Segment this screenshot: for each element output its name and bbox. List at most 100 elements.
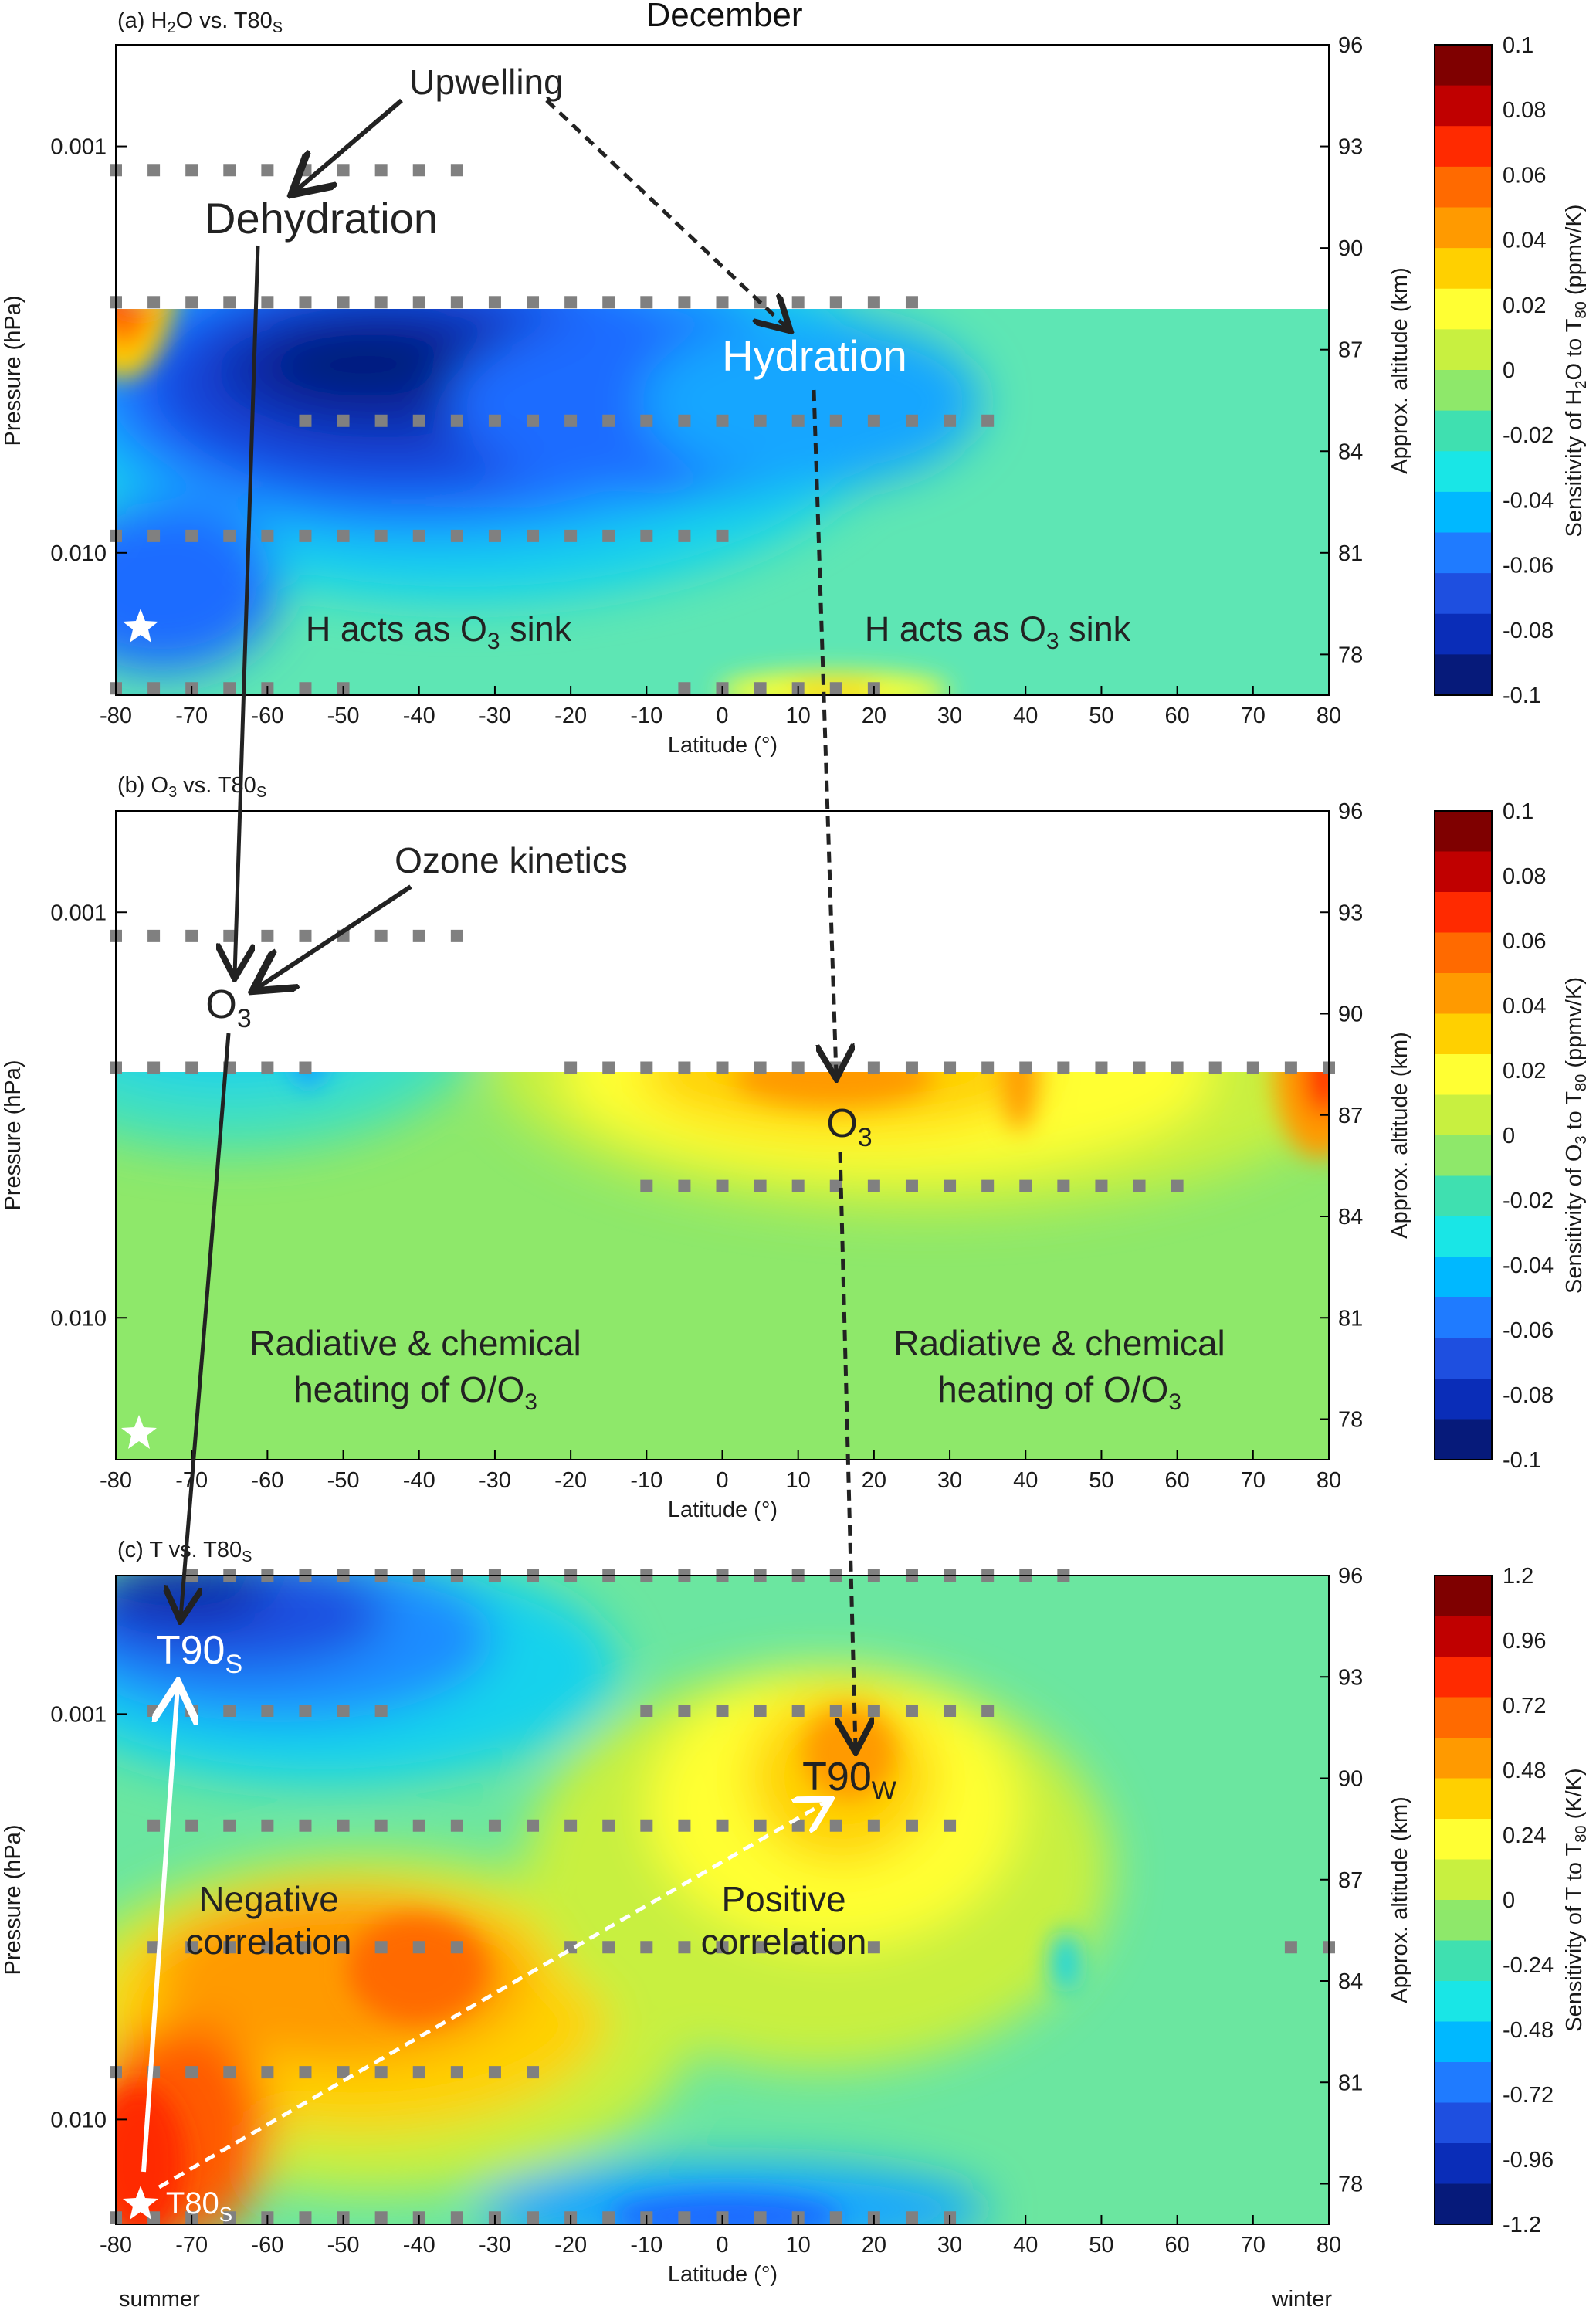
y-tick-label: 0.010 [50, 1306, 107, 1331]
significance-dot [829, 1705, 842, 1717]
significance-dot [261, 929, 274, 942]
significance-dot [147, 529, 161, 542]
significance-dot [1284, 1061, 1297, 1074]
significance-dot [867, 1179, 880, 1192]
x-tick-label: 10 [786, 1468, 811, 1493]
significance-dot [223, 2066, 236, 2079]
colorbar-tick-label: 0.48 [1503, 1759, 1546, 1783]
significance-dot [640, 1819, 653, 1832]
x-tick-label: 60 [1164, 2233, 1189, 2257]
panel-c-ylabel: Pressure (hPa) [1, 1824, 25, 1975]
significance-dot [716, 296, 729, 309]
panel-a: (a) H2O vs. T80S [1, 8, 1590, 758]
significance-dot [374, 1705, 388, 1717]
significance-dot [905, 1179, 918, 1192]
colorbar-tick-label: -0.06 [1503, 1318, 1554, 1343]
x-tick-label: -80 [100, 1468, 132, 1493]
annotation-o3-right: O3 [826, 1101, 872, 1152]
colorbar-swatch [1435, 1981, 1492, 2023]
colorbar-swatch [1435, 491, 1492, 534]
y-tick-label: 0.001 [50, 901, 107, 925]
x-tick-label: 70 [1241, 2233, 1266, 2257]
panel-c-colorbar-label: Sensitivity of T to T80 (K/K) [1562, 1768, 1590, 2031]
significance-dot [602, 1819, 615, 1832]
x-tick-label: -50 [327, 2233, 360, 2257]
significance-dot [337, 2066, 350, 2079]
significance-dot [678, 296, 691, 309]
significance-dot [261, 1819, 274, 1832]
colorbar-swatch [1435, 1379, 1492, 1420]
colorbar-tick-label: 0.72 [1503, 1694, 1546, 1718]
significance-dot [299, 2066, 312, 2079]
significance-dot [412, 296, 425, 309]
colorbar-swatch [1435, 166, 1492, 209]
colorbar-tick-label: -0.04 [1503, 488, 1554, 513]
significance-dot [678, 1705, 691, 1717]
significance-dot [829, 296, 842, 309]
colorbar-swatch [1435, 370, 1492, 412]
star-marker-c [123, 2186, 158, 2220]
annotation-ozone-kinetics: Ozone kinetics [395, 840, 628, 880]
significance-dot [337, 1941, 350, 1954]
significance-dot [791, 1941, 805, 1954]
y2-tick-label: 87 [1338, 338, 1363, 363]
significance-dot [829, 682, 842, 695]
panel-b-contour-field [116, 941, 1329, 1460]
significance-dot [337, 164, 350, 177]
colorbar-swatch [1435, 811, 1492, 853]
y2-tick-label: 78 [1338, 643, 1363, 667]
significance-dot [867, 296, 880, 309]
annotation-positive-correlation: correlation [701, 1922, 867, 1962]
significance-dot [374, 2066, 388, 2079]
significance-dot [412, 529, 425, 542]
significance-dot [299, 1819, 312, 1832]
annotation-negative: Negative [198, 1879, 339, 1919]
colorbar-swatch [1435, 1576, 1492, 1617]
significance-dot [678, 1061, 691, 1074]
arrow-ozone-kinetics-to-o3 [256, 884, 412, 989]
colorbar-tick-label: 0.24 [1503, 1823, 1546, 1848]
significance-dot [223, 682, 236, 695]
x-tick-label: -50 [327, 1468, 360, 1493]
colorbar-swatch [1435, 932, 1492, 974]
x-tick-label: 30 [937, 704, 962, 728]
colorbar-tick-label: -0.48 [1503, 2018, 1554, 2043]
x-tick-label: 10 [786, 2233, 811, 2257]
significance-dot [147, 1705, 161, 1717]
significance-dot [716, 1941, 729, 1954]
significance-dot [374, 414, 388, 427]
x-tick-label: -40 [403, 704, 435, 728]
significance-dot [791, 1179, 805, 1192]
star-marker-a [123, 609, 158, 643]
y2-tick-label: 90 [1338, 1002, 1363, 1027]
significance-dot [261, 1705, 274, 1717]
colorbar-frame [1434, 810, 1493, 1460]
colorbar-tick-label: 0.08 [1503, 864, 1546, 889]
significance-dot [867, 414, 880, 427]
colorbar-swatch [1435, 1940, 1492, 1982]
significance-dot [867, 1819, 880, 1832]
significance-dot [299, 682, 312, 695]
y-tick-label: 0.010 [50, 2108, 107, 2132]
colorbar-swatch [1435, 126, 1492, 168]
annotation-positive: Positive [721, 1879, 845, 1919]
colorbar-swatch [1435, 851, 1492, 893]
significance-dot [829, 1941, 842, 1954]
significance-dot [905, 414, 918, 427]
arrow-o3-to-t90w [840, 1152, 856, 1749]
x-tick-label: 70 [1241, 1468, 1266, 1493]
significance-dot [299, 164, 312, 177]
y2-tick-label: 96 [1338, 799, 1363, 824]
panel-a-y2label: Approx. altitude (km) [1388, 267, 1412, 474]
significance-dot [147, 164, 161, 177]
x-tick-label: -30 [479, 1468, 511, 1493]
significance-dot [867, 1941, 880, 1954]
annotation-upwelling: Upwelling [409, 62, 563, 102]
colorbar-swatch [1435, 2021, 1492, 2063]
annotation-dehydration: Dehydration [205, 194, 438, 243]
colorbar-tick-label: 0.04 [1503, 994, 1546, 1019]
significance-dot [678, 1819, 691, 1832]
significance-dot [981, 414, 995, 427]
significance-dot [754, 1061, 767, 1074]
panel-a-colorbar: 0.1 0.08 0.06 0.04 0.02 0 -0.02 -0.04 -0.06 -0.08… [1434, 33, 1554, 708]
